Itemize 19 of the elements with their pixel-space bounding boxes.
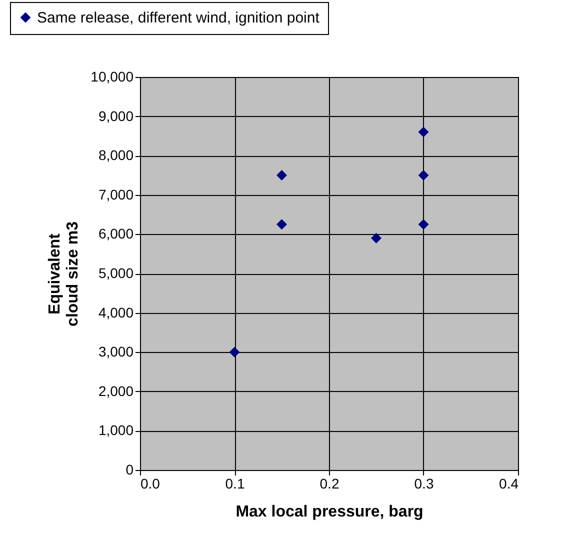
y-tick-label: 6,000 (98, 226, 134, 242)
y-tick-label: 1,000 (98, 422, 134, 438)
y-tick-label: 2,000 (98, 382, 134, 399)
y-tick-label: 5,000 (98, 265, 134, 281)
y-tick-label: 10,000 (90, 68, 134, 84)
y-tick-label: 8,000 (98, 147, 134, 164)
x-tick-label: 0.0 (140, 476, 160, 492)
y-tick-label: 4,000 (98, 304, 134, 320)
y-tick-label: 3,000 (98, 344, 134, 360)
x-axis-title: Max local pressure, barg (236, 504, 424, 520)
x-tick-label: 0.1 (225, 476, 245, 492)
x-tick-label: 0.3 (414, 476, 434, 492)
legend-label: Same release, different wind, ignition point (37, 10, 320, 26)
x-tick-label: 0.4 (499, 476, 519, 492)
y-axis-title: Equivalent cloud size m3 (46, 221, 82, 326)
y-tick-label: 7,000 (98, 186, 134, 202)
y-tick-label: 0 (126, 462, 134, 478)
y-tick-label: 9,000 (98, 108, 134, 124)
x-tick-label: 0.2 (320, 476, 340, 492)
